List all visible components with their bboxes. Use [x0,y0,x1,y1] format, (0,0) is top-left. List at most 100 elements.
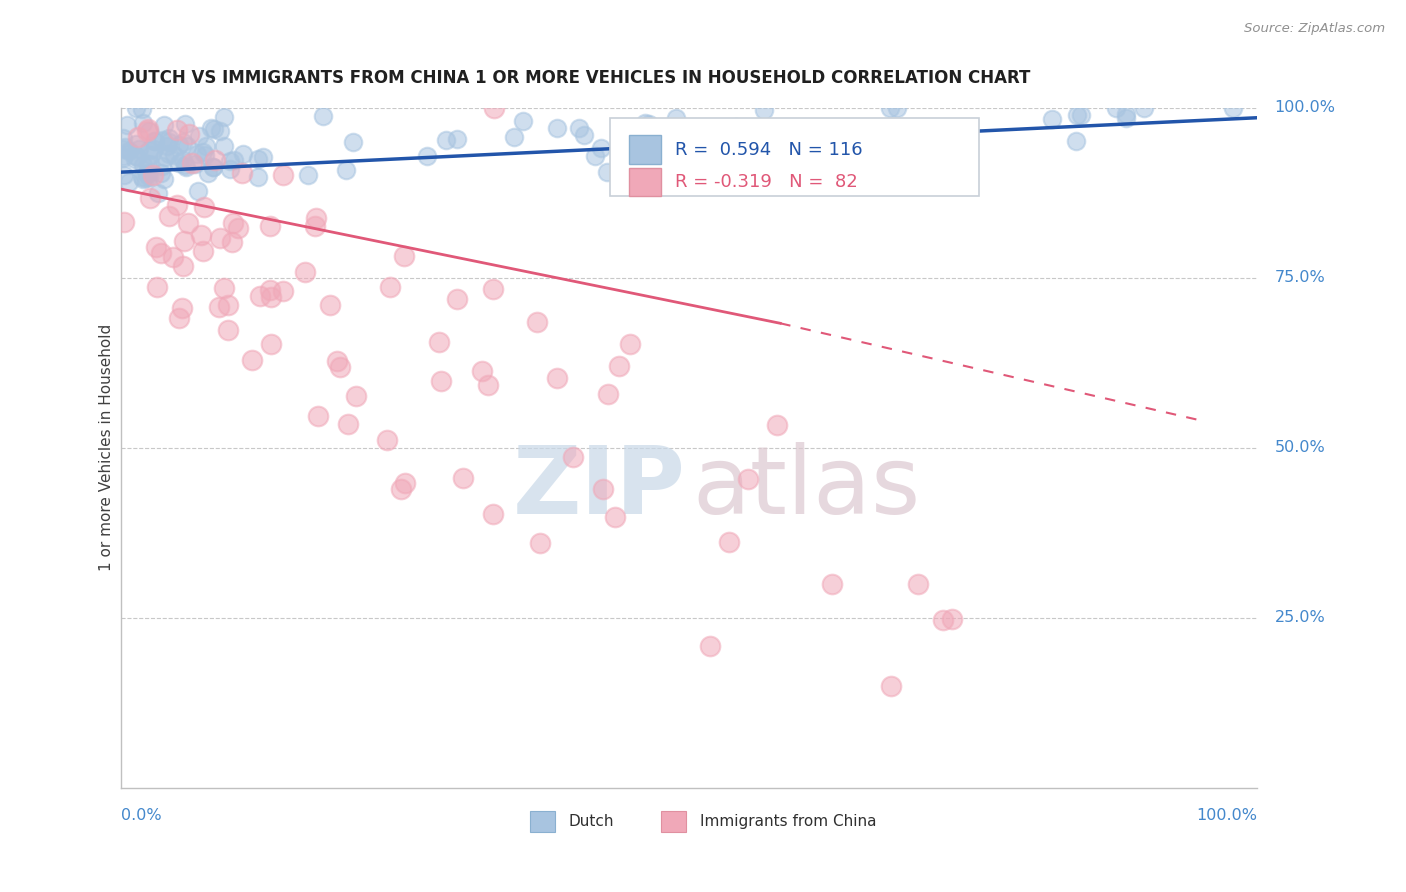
Point [434,133,457,147]
Point [139,191,162,205]
Point [173,234,195,248]
Y-axis label: 1 or more Vehicles in Household: 1 or more Vehicles in Household [100,324,114,571]
Point [319,298,342,312]
Point [378,280,401,294]
Point [665,112,688,126]
Point [172,135,194,149]
Point [634,116,657,130]
Point [152,133,174,147]
Point [1115,107,1137,121]
Point [1105,101,1128,115]
Point [183,157,205,171]
Point [246,153,269,167]
Point [204,122,226,136]
Point [807,146,830,161]
Point [329,360,352,375]
Point [180,155,202,169]
Point [482,101,505,115]
Point [304,219,326,233]
Point [138,169,160,184]
Point [194,148,217,162]
Point [389,482,412,496]
Point [246,169,269,184]
Point [112,151,135,165]
Point [271,284,294,298]
Point [415,149,437,163]
Point [207,301,229,315]
Point [146,280,169,294]
Point [118,144,141,158]
Point [224,153,246,167]
Point [568,120,591,135]
Point [143,134,166,148]
Point [136,122,159,136]
Bar [628,168,661,196]
Bar [628,136,661,164]
Point [226,220,249,235]
Point [572,128,595,142]
Point [186,147,208,161]
Point [837,122,859,136]
Point [204,153,226,168]
Point [717,534,740,549]
Point [589,141,612,155]
Point [232,146,254,161]
Text: R =  0.594   N = 116: R = 0.594 N = 116 [675,141,862,159]
Point [673,177,696,191]
Point [136,158,159,172]
Point [727,123,749,137]
Point [111,149,134,163]
Point [596,165,619,179]
Point [941,612,963,626]
Point [546,120,568,135]
Point [252,151,274,165]
Point [187,184,209,198]
Point [1040,112,1063,127]
Bar [661,811,686,832]
Point [156,139,179,153]
Point [202,160,225,174]
Point [188,128,211,143]
Text: Source: ZipAtlas.com: Source: ZipAtlas.com [1244,22,1385,36]
Point [114,139,136,153]
Bar [530,811,555,832]
Point [174,160,197,174]
Point [259,283,281,297]
Point [342,135,364,149]
Point [125,101,148,115]
Point [430,375,453,389]
Point [214,139,236,153]
Point [145,240,167,254]
Point [150,159,173,173]
Point [477,378,499,392]
Point [623,128,645,142]
Point [326,354,349,368]
Point [132,116,155,130]
Point [124,152,146,166]
Point [699,640,721,654]
Point [654,136,676,151]
Point [174,117,197,131]
Point [638,117,661,131]
Text: 75.0%: 75.0% [1274,270,1326,285]
Point [118,175,141,189]
Text: 100.0%: 100.0% [1274,100,1336,115]
Point [260,290,283,304]
Point [127,129,149,144]
Point [222,216,245,230]
Point [375,433,398,447]
Text: 50.0%: 50.0% [1274,440,1326,455]
Point [914,139,936,153]
Point [219,161,242,176]
Point [111,143,134,157]
Point [163,147,186,161]
Point [217,298,239,312]
Text: 100.0%: 100.0% [1197,808,1257,823]
Point [482,282,505,296]
Point [427,334,450,349]
Point [131,158,153,172]
Point [297,168,319,182]
Point [752,120,775,135]
Point [453,471,475,485]
Point [217,322,239,336]
